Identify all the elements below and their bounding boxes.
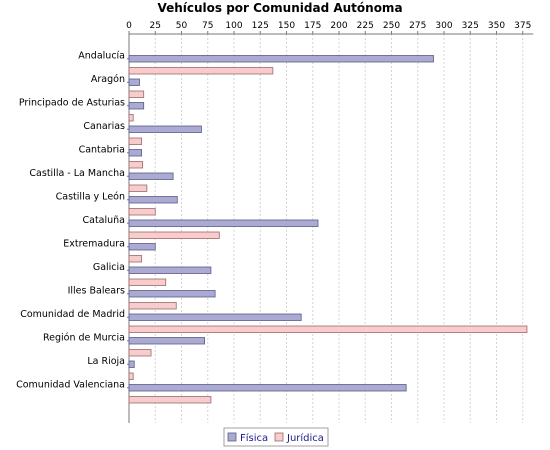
category-label: Cantabria	[79, 145, 125, 156]
category-label: Principado de Asturias	[19, 98, 125, 109]
bar-fisica	[128, 384, 407, 392]
bar-fisica	[128, 313, 302, 321]
bar-juridica	[128, 137, 143, 145]
bar-juridica	[128, 396, 212, 404]
bar-fisica	[128, 149, 143, 157]
bar-juridica	[128, 302, 177, 310]
bar-fisica	[128, 337, 205, 345]
bar-juridica	[128, 325, 528, 333]
category-label: Canarias	[83, 121, 125, 132]
category-label: Comunidad Valenciana	[16, 380, 125, 391]
bar-fisica	[128, 125, 202, 133]
bar-juridica	[128, 372, 134, 380]
bar-fisica	[128, 172, 174, 180]
bar-juridica	[128, 349, 152, 357]
bar-fisica	[128, 78, 140, 86]
x-tick-label: 100	[225, 21, 242, 31]
x-tick-label: 75	[202, 21, 213, 31]
bar-fisica	[128, 290, 216, 298]
category-labels: Andalucía Aragón Principado de Asturias Can…	[16, 51, 125, 391]
axes	[127, 31, 534, 423]
bar-fisica	[128, 102, 145, 110]
chart-title: Vehículos por Comunidad Autónoma	[157, 1, 402, 15]
bar-juridica	[128, 184, 148, 192]
bar-fisica	[128, 266, 212, 274]
category-label: Aragón	[91, 74, 125, 85]
bar-juridica	[128, 231, 220, 239]
bar-fisica	[128, 55, 434, 63]
bar-fisica	[128, 360, 135, 368]
x-tick-label: 275	[409, 21, 426, 31]
x-tick-label: 250	[383, 21, 400, 31]
x-tick-label: 125	[252, 21, 269, 31]
x-tick-label: 350	[488, 21, 505, 31]
bar-juridica	[128, 90, 145, 98]
x-tick-label: 0	[126, 21, 132, 31]
bars	[128, 55, 528, 404]
bar-fisica	[128, 219, 319, 227]
x-tick-label: 175	[304, 21, 321, 31]
bar-juridica	[128, 114, 134, 122]
category-label: Castilla y León	[56, 192, 125, 203]
category-label: Región de Murcia	[43, 333, 125, 344]
x-tick-label: 150	[278, 21, 295, 31]
x-tick-label: 50	[176, 21, 188, 31]
legend-swatch	[227, 432, 237, 442]
category-label: Galicia	[93, 262, 125, 273]
category-label: Castilla - La Mancha	[29, 168, 125, 179]
bar-juridica	[128, 278, 167, 286]
legend: Física Jurídica	[223, 427, 329, 447]
category-label: Comunidad de Madrid	[20, 309, 125, 320]
bar-juridica	[128, 255, 143, 263]
legend-label: Física	[240, 432, 268, 444]
x-tick-label: 375	[514, 21, 531, 31]
bar-fisica	[128, 196, 178, 204]
x-tick-label: 300	[435, 21, 452, 31]
x-tick-label: 200	[330, 21, 347, 31]
bar-juridica	[128, 67, 274, 75]
legend-swatch	[274, 432, 284, 442]
x-tick-labels: 0 25 50 75 100 125 150 175 200 225 250 275 300 325 350…	[126, 21, 531, 31]
category-label: Illes Balears	[68, 286, 125, 297]
x-tick-label: 325	[462, 21, 479, 31]
bar-juridica	[128, 161, 144, 169]
category-label: Andalucía	[78, 51, 125, 62]
legend-label: Jurídica	[286, 432, 324, 444]
category-label: La Rioja	[87, 356, 125, 367]
category-label: Extremadura	[63, 239, 125, 250]
x-tick-label: 225	[357, 21, 374, 31]
bar-juridica	[128, 208, 156, 216]
x-tick-label: 25	[150, 21, 161, 31]
bar-fisica	[128, 243, 156, 251]
grid-lines	[154, 34, 524, 423]
category-label: Cataluña	[82, 215, 125, 226]
